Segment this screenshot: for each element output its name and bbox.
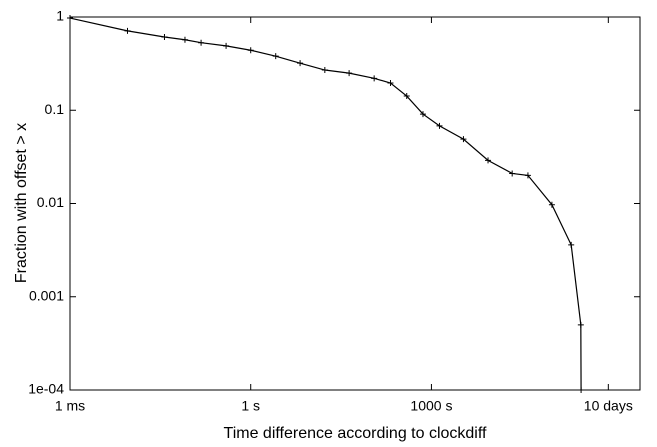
- data-point: [509, 170, 516, 177]
- data-point: [223, 42, 230, 49]
- data-point: [419, 111, 426, 118]
- y-tick-label: 0.1: [45, 101, 65, 117]
- data-point: [403, 93, 410, 100]
- x-axis-title: Time difference according to clockdiff: [224, 425, 488, 442]
- data-point: [548, 201, 555, 208]
- y-axis-title: Fraction with offset > x: [13, 123, 30, 283]
- data-point: [67, 15, 73, 22]
- data-point: [346, 70, 353, 77]
- data-line: [69, 17, 582, 391]
- data-point: [568, 241, 575, 248]
- y-tick-label: 0.001: [29, 287, 64, 303]
- data-point: [124, 27, 131, 34]
- x-tick-label: 1 ms: [55, 398, 85, 414]
- data-point: [297, 60, 304, 67]
- plot-frame: [69, 16, 641, 391]
- x-tick-label: 1000 s: [410, 398, 452, 414]
- data-point: [436, 122, 443, 129]
- data-point: [578, 387, 585, 393]
- data-point: [272, 53, 279, 60]
- y-tick-label: 0.01: [37, 194, 64, 210]
- data-point: [161, 34, 168, 41]
- data-point: [524, 172, 531, 179]
- x-tick-label: 10 days: [584, 398, 633, 414]
- data-point: [371, 75, 378, 82]
- y-tick-label: 1e-04: [28, 381, 64, 397]
- data-point: [198, 39, 205, 46]
- data-point: [485, 157, 492, 164]
- data-point: [460, 136, 467, 143]
- data-point: [247, 47, 254, 54]
- data-point: [321, 67, 328, 74]
- data-point: [181, 36, 188, 43]
- data-point: [387, 79, 394, 86]
- data-point: [577, 321, 584, 328]
- x-tick-label: 1 s: [241, 398, 260, 414]
- y-tick-label: 1: [56, 8, 64, 24]
